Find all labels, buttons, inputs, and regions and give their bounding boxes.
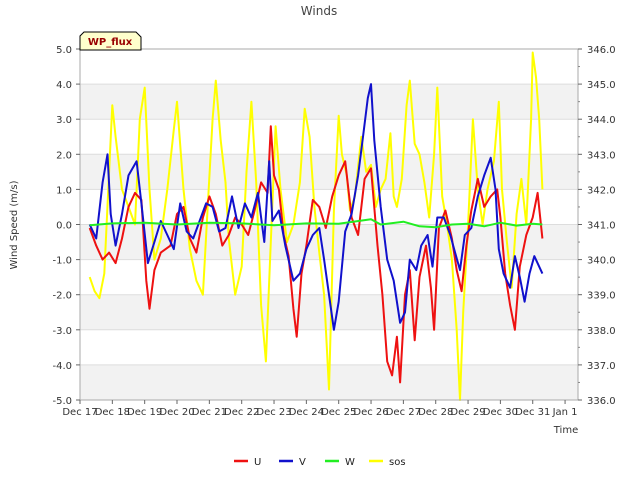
- y-tick-label: 4.0: [56, 80, 72, 91]
- legend-label-u: U: [254, 457, 261, 468]
- y-axis-right: 346.0 345.0 344.0 343.0 342.0 341.0 340.0 339.0…: [578, 45, 616, 407]
- y2-tick-label: 344.0: [587, 115, 616, 126]
- y2-tick-label: 338.0: [587, 326, 616, 337]
- y-tick-label: 2.0: [56, 150, 72, 161]
- y-tick-label: -2.0: [52, 291, 72, 302]
- x-tick-label: Dec 21: [192, 407, 227, 418]
- site-badge-shape: [79, 31, 142, 51]
- y-tick-label: -5.0: [52, 396, 72, 407]
- x-tick-label: Dec 19: [127, 407, 162, 418]
- y2-tick-label: 346.0: [587, 45, 616, 56]
- x-tick-label: Dec 28: [418, 407, 453, 418]
- plot-band: [80, 224, 578, 260]
- y-tick-label: 5.0: [56, 45, 72, 56]
- y2-tick-label: 340.0: [587, 256, 616, 267]
- x-tick-label: Dec 23: [256, 407, 291, 418]
- plot-bands: [80, 84, 578, 400]
- x-tick-label: Dec 30: [483, 407, 518, 418]
- legend-label-w: W: [345, 457, 355, 468]
- y-tick-label: -1.0: [52, 256, 72, 267]
- x-tick-label: Dec 18: [95, 407, 130, 418]
- y-tick-label: -4.0: [52, 361, 72, 372]
- chart-title: Winds: [301, 4, 337, 18]
- y2-tick-label: 345.0: [587, 80, 616, 91]
- legend-label-v: V: [299, 457, 306, 468]
- x-tick-label: Dec 29: [450, 407, 485, 418]
- y2-tick-label: 343.0: [587, 150, 616, 161]
- x-tick-label: Dec 24: [289, 407, 324, 418]
- series-line-v: [88, 83, 544, 331]
- x-tick-label: Jan 1: [552, 407, 578, 418]
- y-axis-label: Wind Speed (m/s): [9, 180, 20, 269]
- y-tick-label: 3.0: [56, 115, 72, 126]
- y2-tick-label: 342.0: [587, 185, 616, 196]
- legend-label-sos: sos: [389, 457, 406, 468]
- y-tick-label: 0.0: [56, 221, 72, 232]
- x-axis-label: Time: [553, 425, 578, 436]
- y2-tick-label: 337.0: [587, 361, 616, 372]
- y2-tick-label: 341.0: [587, 221, 616, 232]
- series-line-u: [88, 125, 544, 384]
- plot-band: [80, 84, 578, 120]
- x-tick-label: Dec 22: [224, 407, 259, 418]
- x-tick-label: Dec 26: [353, 407, 388, 418]
- site-badge-label: WP_flux: [88, 37, 133, 48]
- y2-tick-label: 336.0: [587, 396, 616, 407]
- series-line-sos: [88, 51, 544, 401]
- x-tick-label: Dec 31: [515, 407, 550, 418]
- plot-band: [80, 154, 578, 190]
- x-tick-label: Dec 20: [159, 407, 194, 418]
- y-tick-label: 1.0: [56, 185, 72, 196]
- y2-tick-label: 339.0: [587, 291, 616, 302]
- y-axis-left: 5.0 4.0 3.0 2.0 1.0 0.0 -1.0 -2.0 -3.0 -4.0 -5.0: [52, 45, 80, 407]
- site-badge: WP_flux: [79, 31, 142, 51]
- y-tick-label: -3.0: [52, 326, 72, 337]
- x-tick-label: Dec 17: [62, 407, 97, 418]
- x-tick-label: Dec 25: [321, 407, 356, 418]
- x-tick-label: Dec 27: [386, 407, 421, 418]
- series-line-w: [89, 218, 543, 229]
- series-group: [88, 51, 544, 401]
